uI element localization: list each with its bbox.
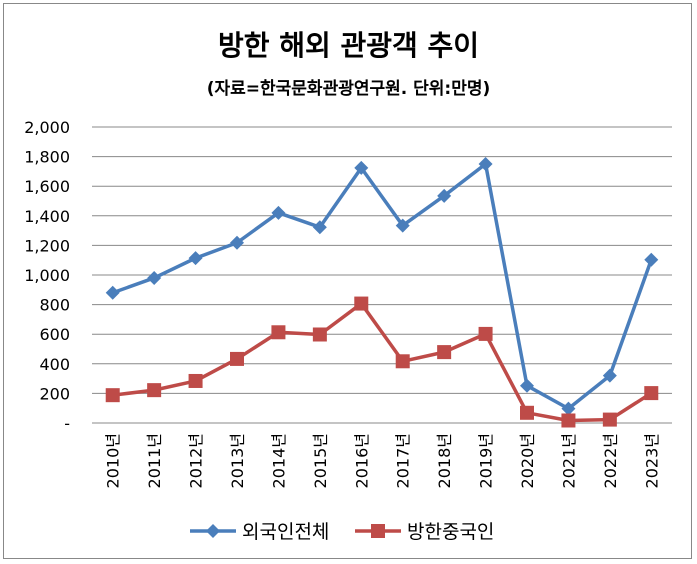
data-point-diamond bbox=[561, 401, 576, 416]
data-point-diamond bbox=[271, 205, 286, 220]
data-point-square bbox=[561, 413, 576, 428]
data-point-diamond bbox=[147, 270, 162, 285]
data-point-square bbox=[602, 412, 617, 427]
data-point-square bbox=[105, 388, 120, 403]
y-tick-label: 1,000 bbox=[24, 266, 70, 285]
series-line-0 bbox=[112, 162, 653, 411]
legend-square-icon bbox=[371, 524, 385, 538]
x-tick-label: 2016년 bbox=[352, 433, 371, 488]
x-tick-label: 2015년 bbox=[311, 433, 330, 488]
data-point-square bbox=[354, 296, 369, 311]
data-point-diamond bbox=[437, 188, 452, 203]
data-point-diamond bbox=[478, 157, 493, 171]
data-point-square bbox=[395, 354, 410, 369]
y-tick-label: 2,000 bbox=[24, 118, 70, 137]
y-tick-label: 400 bbox=[39, 355, 70, 374]
data-point-square bbox=[520, 405, 534, 420]
data-point-diamond bbox=[105, 285, 120, 300]
x-tick-label: 2012년 bbox=[187, 433, 206, 488]
data-point-square bbox=[188, 373, 203, 388]
legend-label: 외국인전체 bbox=[242, 521, 329, 543]
data-point-diamond bbox=[354, 160, 369, 175]
data-point-diamond bbox=[395, 218, 410, 233]
data-point-square bbox=[271, 325, 286, 340]
data-point-square bbox=[478, 326, 493, 341]
legend-diamond-icon bbox=[206, 524, 220, 538]
x-tick-label: 2019년 bbox=[477, 433, 496, 488]
x-tick-label: 2010년 bbox=[104, 433, 123, 488]
y-tick-label: 1,200 bbox=[24, 236, 70, 255]
data-point-square bbox=[230, 351, 244, 366]
x-tick-label: 2023년 bbox=[642, 433, 661, 488]
y-tick-label: 200 bbox=[39, 384, 70, 403]
x-tick-label: 2017년 bbox=[394, 433, 413, 488]
y-tick-label: 1,600 bbox=[24, 177, 70, 196]
data-point-square bbox=[437, 345, 452, 360]
y-tick-label: 1,800 bbox=[24, 148, 70, 167]
x-tick-label: 2020년 bbox=[518, 433, 537, 488]
data-point-diamond bbox=[644, 252, 659, 267]
y-tick-label: 800 bbox=[39, 296, 70, 315]
y-tick-label: 1,400 bbox=[24, 207, 70, 226]
data-point-diamond bbox=[312, 220, 327, 235]
x-tick-label: 2021년 bbox=[559, 433, 578, 488]
x-tick-label: 2014년 bbox=[269, 433, 288, 488]
data-point-diamond bbox=[602, 368, 617, 383]
data-point-square bbox=[147, 383, 162, 398]
y-tick-label: - bbox=[64, 414, 70, 433]
x-tick-label: 2011년 bbox=[145, 433, 164, 488]
data-point-diamond bbox=[230, 235, 244, 250]
chart-subtitle: (자료=한국문화관광연구원. 단위:만명) bbox=[206, 79, 491, 99]
legend-label: 방한중국인 bbox=[407, 521, 494, 543]
series-line-1 bbox=[112, 301, 653, 423]
data-point-square bbox=[312, 327, 327, 342]
data-point-diamond bbox=[520, 378, 534, 393]
chart-title: 방한 해외 관광객 추이 bbox=[217, 29, 480, 62]
x-tick-label: 2013년 bbox=[228, 433, 247, 488]
data-point-square bbox=[644, 386, 659, 401]
chart-frame bbox=[3, 3, 692, 559]
x-tick-label: 2018년 bbox=[435, 433, 454, 488]
y-tick-label: 600 bbox=[39, 325, 70, 344]
data-point-diamond bbox=[188, 251, 203, 266]
x-tick-label: 2022년 bbox=[601, 433, 620, 488]
